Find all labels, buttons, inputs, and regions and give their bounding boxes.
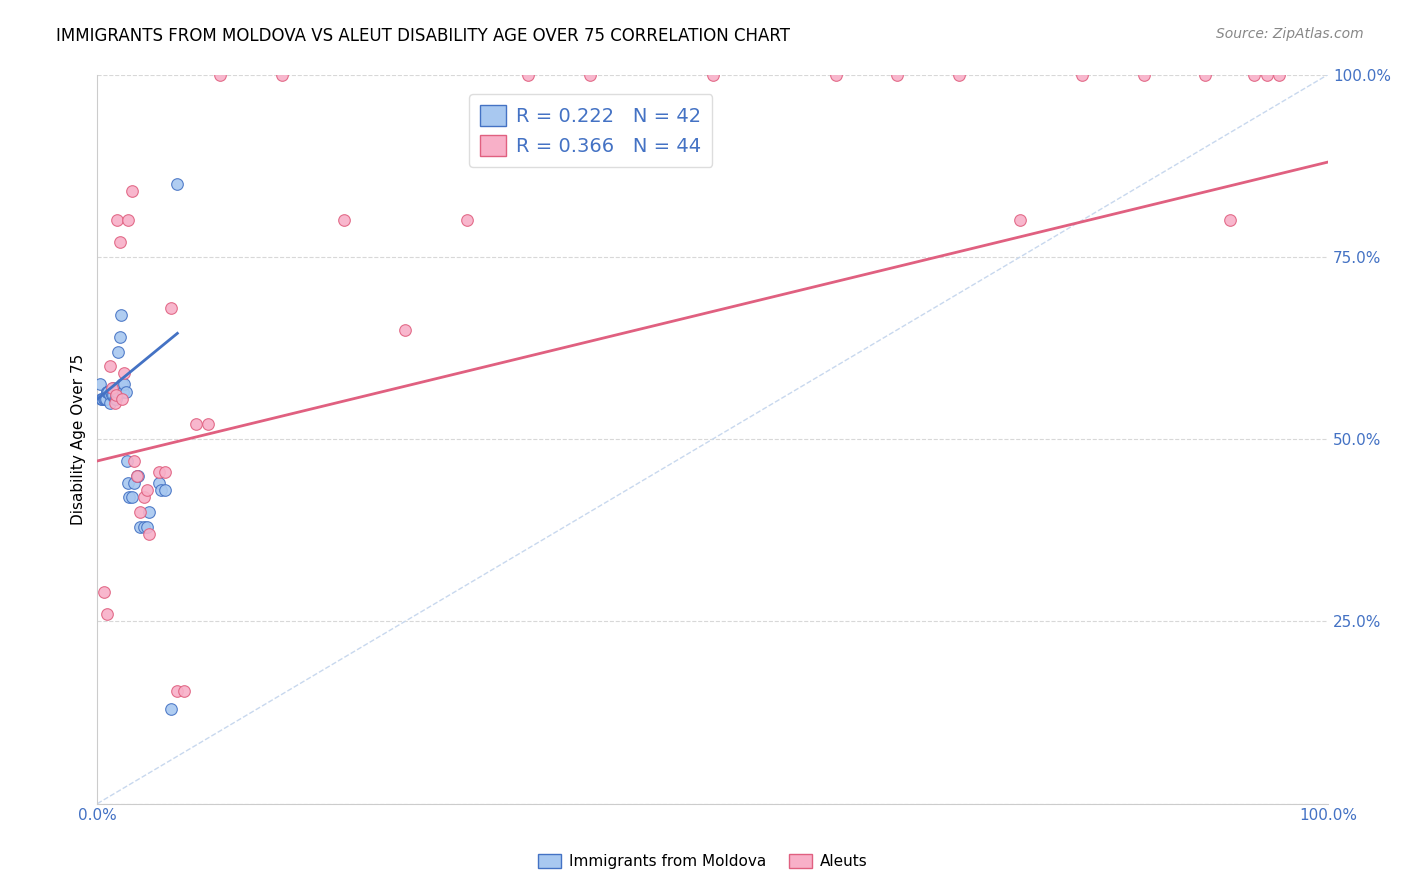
Point [173,683,195,698]
Point [90,392,112,406]
Point [150,483,173,497]
Point [129,519,152,533]
Point [118,491,141,505]
Point [108,235,131,250]
Point [1219,213,1241,227]
Point [97,384,120,399]
Point [94,392,117,406]
Point [98,388,121,402]
Point [101,381,124,395]
Point [394,323,416,337]
Point [184,417,207,432]
Point [134,519,156,533]
Point [93,392,115,406]
Point [104,384,127,399]
Text: IMMIGRANTS FROM MOLDOVA VS ALEUT DISABILITY AGE OVER 75 CORRELATION CHART: IMMIGRANTS FROM MOLDOVA VS ALEUT DISABIL… [56,27,790,45]
Point [112,384,135,399]
Point [125,468,148,483]
Point [124,475,146,490]
Point [456,213,478,227]
Point [138,505,160,519]
Point [115,454,138,468]
Point [824,68,846,82]
Legend: R = 0.222   N = 42, R = 0.366   N = 44: R = 0.222 N = 42, R = 0.366 N = 44 [470,95,713,167]
Point [1071,68,1094,82]
Point [93,392,115,406]
Point [166,683,188,698]
Point [117,475,139,490]
Point [104,392,127,406]
Point [96,384,118,399]
Point [948,68,970,82]
Point [105,384,128,399]
Point [91,392,114,406]
Point [886,68,908,82]
Legend: Immigrants from Moldova, Aleuts: Immigrants from Moldova, Aleuts [533,848,873,875]
Point [166,177,188,191]
Point [103,395,125,409]
Point [135,519,157,533]
Point [271,68,294,82]
Point [129,505,152,519]
Point [111,377,134,392]
Point [112,367,135,381]
Point [1194,68,1216,82]
Point [101,388,124,402]
Point [148,465,170,479]
Point [121,491,143,505]
Point [1132,68,1154,82]
Y-axis label: Disability Age Over 75: Disability Age Over 75 [72,353,86,524]
Point [332,213,354,227]
Point [100,384,122,399]
Point [127,468,149,483]
Point [104,388,127,402]
Point [108,330,131,344]
Point [160,702,183,716]
Point [1268,68,1291,82]
Point [103,392,125,406]
Point [89,377,111,392]
Point [125,468,148,483]
Point [96,607,118,621]
Point [124,454,146,468]
Point [105,213,128,227]
Point [98,395,121,409]
Point [98,359,121,373]
Point [114,384,136,399]
Point [93,585,115,599]
Point [117,213,139,227]
Point [112,377,135,392]
Point [1010,213,1032,227]
Point [153,465,176,479]
Point [110,308,132,322]
Point [702,68,724,82]
Point [135,483,157,497]
Point [96,384,118,399]
Point [103,388,125,402]
Point [103,381,125,395]
Point [517,68,540,82]
Point [111,392,134,406]
Text: Source: ZipAtlas.com: Source: ZipAtlas.com [1216,27,1364,41]
Point [1243,68,1265,82]
Point [578,68,600,82]
Point [197,417,219,432]
Point [121,184,143,198]
Point [209,68,232,82]
Point [148,475,170,490]
Point [1256,68,1278,82]
Point [153,483,176,497]
Point [107,344,129,359]
Point [134,491,156,505]
Point [138,526,160,541]
Point [160,301,183,315]
